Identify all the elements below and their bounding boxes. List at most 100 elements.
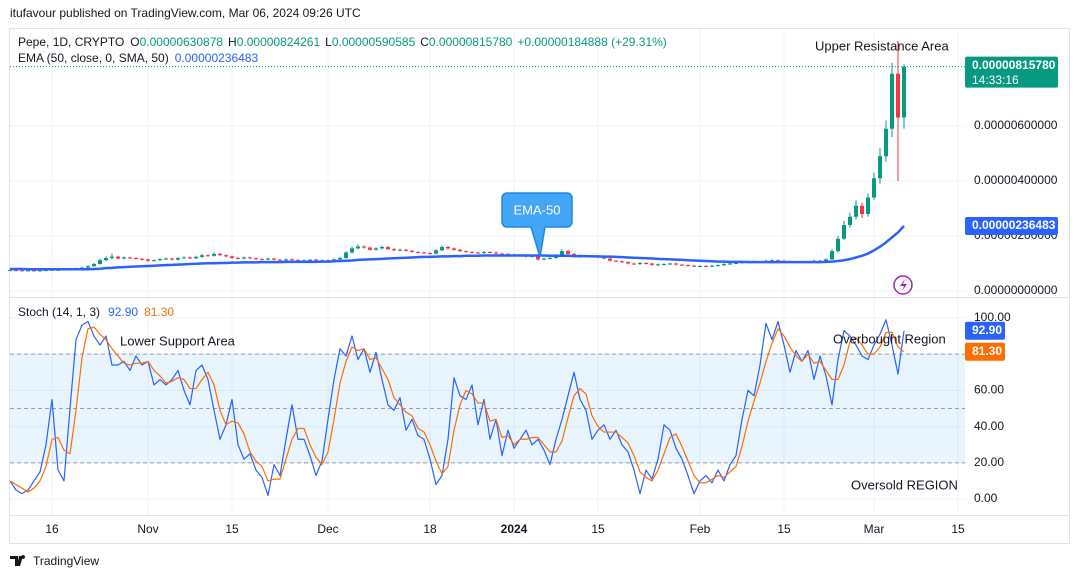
candle-body: [464, 251, 468, 253]
candle-body: [158, 259, 162, 261]
candle-body: [482, 251, 486, 254]
candle-body: [404, 249, 408, 251]
candle-body: [734, 262, 738, 264]
stoch-value-label: 81.30: [972, 344, 1002, 358]
x-tick-label: 15: [591, 522, 605, 536]
candle-body: [212, 253, 216, 256]
candle-body: [890, 73, 894, 129]
candle-body: [470, 251, 474, 253]
grid-layer: [10, 29, 965, 515]
candle-body: [650, 263, 654, 265]
candle-body: [218, 253, 222, 256]
candle-body: [224, 255, 228, 257]
countdown-label: 14:33:16: [972, 73, 1019, 87]
legend-key: O: [130, 35, 139, 49]
candle-body: [476, 252, 480, 254]
candle-body: [428, 253, 432, 255]
candle-body: [14, 270, 18, 272]
candle-body: [32, 270, 36, 272]
candle-body: [710, 265, 714, 267]
candle-body: [188, 257, 192, 259]
marks-layer: [8, 40, 965, 497]
ema-value-label: 0.00000236483: [972, 218, 1056, 232]
candle-body: [662, 264, 666, 266]
candle-body: [620, 261, 624, 263]
candle-body: [314, 259, 318, 261]
candle-body: [86, 266, 90, 268]
symbol: Pepe, 1D, CRYPTO: [18, 35, 124, 49]
candle-body: [854, 205, 858, 217]
brand-logo: [10, 555, 26, 566]
candle-body: [494, 252, 498, 254]
event-icon-bolt: [900, 279, 907, 291]
candle-body: [290, 259, 294, 261]
y-tick-label: 0.00000000000: [974, 283, 1058, 297]
legend-value: 0.00000590585: [332, 35, 416, 49]
y-tick-label: 40.00: [974, 419, 1004, 433]
candle-body: [260, 259, 264, 261]
callout-shape: [501, 192, 573, 258]
candle-body: [698, 265, 702, 267]
candle-body: [458, 249, 462, 252]
candle-body: [434, 250, 438, 254]
y-tick-label: 60.00: [974, 383, 1004, 397]
candle-body: [146, 259, 150, 261]
ema-line: [10, 225, 905, 271]
candle-body: [560, 251, 564, 256]
candle-body: [110, 256, 114, 259]
stoch-line: [9, 319, 905, 497]
candle-body: [902, 66, 906, 118]
candle-body: [452, 248, 456, 250]
candle-body: [716, 265, 720, 267]
candle-body: [692, 265, 696, 267]
x-tick-label: 16: [45, 522, 59, 536]
candle-body: [830, 251, 834, 260]
y-tick-label: 0.00: [974, 491, 998, 505]
ema-name: EMA (50, close, 0, SMA, 50): [18, 51, 169, 65]
candle-body: [368, 247, 372, 250]
candle-body: [860, 205, 864, 214]
candle-body: [572, 253, 576, 256]
candle-body: [200, 255, 204, 257]
candle-body: [770, 260, 774, 262]
candle-body: [254, 258, 258, 260]
x-tick-label: 2024: [501, 522, 528, 536]
candle-body: [182, 257, 186, 259]
candle-body: [536, 255, 540, 260]
y-tick-label: 100.00: [974, 310, 1011, 324]
candle-body: [548, 258, 552, 260]
y-tick-label: 20.00: [974, 455, 1004, 469]
candle-body: [92, 264, 96, 267]
stoch-k-value: 92.90: [108, 305, 138, 319]
candle-body: [842, 224, 846, 239]
candle-body: [674, 263, 678, 265]
candle-body: [398, 249, 402, 251]
candle-body: [878, 156, 882, 179]
stoch-value-label: 92.90: [972, 323, 1002, 337]
candle-body: [440, 246, 444, 251]
candle-body: [488, 251, 492, 253]
candle-body: [248, 257, 252, 259]
candle-body: [134, 258, 138, 260]
candle-body: [122, 257, 126, 259]
candle-body: [614, 260, 618, 262]
candle-body: [566, 251, 570, 254]
x-tick-label: 15: [225, 522, 239, 536]
x-tick-label: Feb: [690, 522, 711, 536]
candle-body: [422, 252, 426, 254]
candle-body: [296, 259, 300, 261]
x-tick-label: 15: [777, 522, 791, 536]
candle-body: [632, 263, 636, 265]
candle-body: [626, 262, 630, 264]
candle-body: [230, 256, 234, 259]
annotation: Oversold REGION: [851, 477, 958, 492]
candle-body: [152, 260, 156, 262]
candle-body: [338, 258, 342, 260]
legend-value: 0.00000815780: [429, 35, 513, 49]
stoch-value-box: [965, 321, 1005, 340]
candle-body: [104, 258, 108, 261]
candle-body: [362, 246, 366, 248]
candle-body: [38, 270, 42, 272]
x-tick-label: 18: [423, 522, 437, 536]
candle-body: [272, 258, 276, 260]
